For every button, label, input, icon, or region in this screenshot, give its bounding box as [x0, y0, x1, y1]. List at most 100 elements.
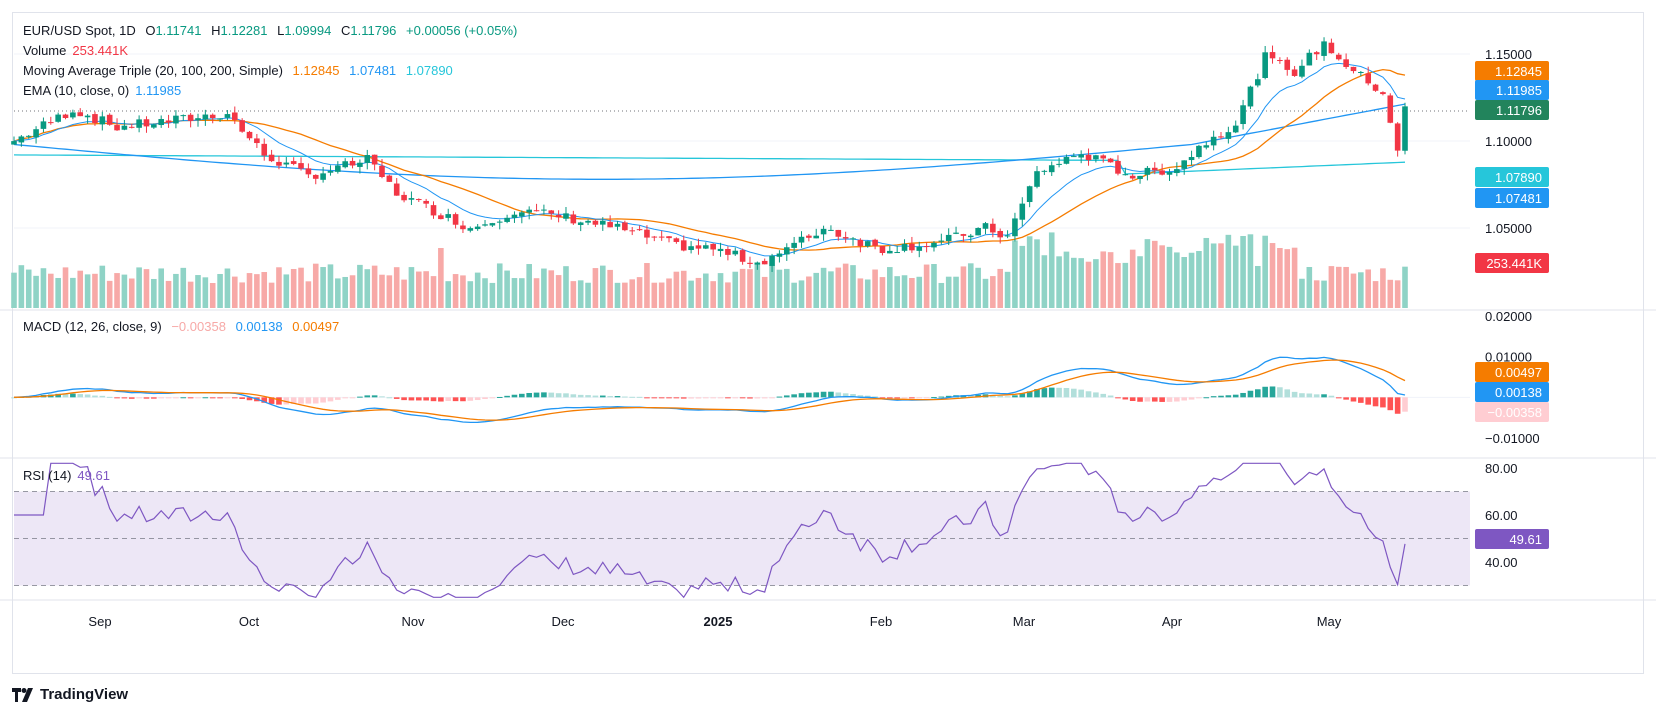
time-axis-label: Feb — [870, 614, 892, 629]
volume-bar — [901, 275, 908, 308]
ma-legend[interactable]: Moving Average Triple (20, 100, 200, Sim… — [23, 63, 453, 78]
macd-histogram-bar — [1335, 397, 1342, 399]
candle-body — [187, 114, 194, 121]
candle-body — [55, 114, 61, 122]
volume-legend[interactable]: Volume 253.441K — [23, 43, 129, 58]
candle-body — [798, 236, 805, 243]
volume-bar — [945, 276, 952, 308]
macd-histogram-bar — [1056, 387, 1062, 398]
candle-body — [1078, 154, 1084, 158]
volume-bar — [857, 278, 864, 308]
macd-histogram-bar — [599, 395, 606, 398]
candle-body — [438, 215, 444, 220]
candle-body — [614, 223, 621, 227]
volume-bar — [879, 277, 886, 308]
candle-body — [283, 162, 290, 165]
volume-bar — [548, 270, 555, 308]
macd-histogram-bar — [1350, 397, 1357, 402]
candle-body — [769, 255, 775, 266]
ema-legend[interactable]: EMA (10, close, 0) 1.11985 — [23, 83, 182, 98]
volume-bar — [1012, 240, 1018, 308]
ma100-badge — [1475, 188, 1549, 208]
candle-body — [599, 220, 606, 225]
macd-histogram-bar — [327, 397, 334, 402]
volume-bar — [1269, 243, 1276, 308]
candle-body — [747, 262, 753, 264]
volume-bar — [290, 268, 297, 308]
macd-histogram-bar — [541, 392, 547, 398]
candle-body — [511, 214, 518, 218]
macd-histogram-bar — [688, 397, 694, 399]
volume-bar — [1328, 266, 1335, 308]
candle-body — [224, 114, 231, 118]
macd-histogram-bar — [931, 397, 937, 399]
candle-body — [1196, 145, 1202, 158]
macd-legend[interactable]: MACD (12, 26, close, 9) −0.00358 0.00138… — [23, 319, 340, 334]
rsi-legend[interactable]: RSI (14) 49.61 — [23, 468, 110, 483]
candle-body — [1026, 186, 1033, 203]
volume-bar — [504, 270, 510, 308]
volume-bar — [489, 282, 496, 308]
volume-bar — [967, 263, 974, 308]
high-value: 1.12281 — [220, 23, 268, 38]
volume-bar — [231, 276, 238, 308]
volume-bar — [1321, 280, 1327, 308]
volume-bar — [806, 276, 812, 308]
candle-body — [114, 125, 120, 131]
macd-histogram-bar — [1078, 389, 1084, 398]
volume-bar — [1225, 234, 1232, 308]
candle-body — [92, 114, 98, 124]
candle-body — [519, 212, 525, 217]
macd-histogram-bar — [1328, 395, 1335, 398]
volume-bar — [658, 282, 665, 308]
close-value: 1.11796 — [350, 23, 397, 38]
candle-body — [165, 120, 172, 123]
volume-bar — [872, 269, 878, 308]
volume-bar — [1063, 251, 1070, 308]
volume-bar — [209, 282, 216, 308]
volume-bar — [239, 282, 245, 308]
macd-histogram-bar — [231, 397, 238, 399]
candle-body — [658, 236, 665, 238]
ma20-line — [13, 68, 1406, 251]
macd-histogram-bar — [1026, 391, 1033, 398]
macd-histogram-bar — [1277, 387, 1283, 398]
macd-histogram-bar — [496, 396, 503, 398]
candle-body — [909, 243, 915, 251]
candle-body — [806, 235, 812, 238]
price-axis-label: 1.10000 — [1485, 134, 1532, 149]
macd-histogram-bar — [857, 395, 864, 398]
volume-bar — [1078, 258, 1084, 308]
ma20-value: 1.12845 — [292, 63, 340, 78]
volume-bar — [673, 271, 680, 308]
candle-body — [62, 114, 69, 119]
macd-histogram-bar — [607, 396, 613, 398]
candle-body — [408, 198, 415, 200]
macd-histogram-bar — [202, 397, 209, 399]
rsi-badge-text: 49.61 — [1509, 532, 1542, 547]
candle-body — [629, 230, 636, 232]
macd-histogram-bar — [894, 397, 900, 399]
candle-body — [1093, 155, 1099, 160]
symbol-title[interactable]: EUR/USD Spot, 1D — [23, 23, 136, 38]
macd-histogram-bar — [1387, 397, 1394, 411]
candle-body — [239, 120, 245, 132]
volume-bar — [62, 267, 69, 308]
tradingview-logo[interactable]: TradingView — [12, 686, 128, 703]
ema-value: 1.11985 — [135, 83, 182, 98]
volume-bar — [519, 278, 525, 308]
volume-bar — [25, 269, 32, 308]
macd-histogram-bar — [585, 395, 591, 398]
volume-bar — [327, 264, 334, 308]
volume-bar — [283, 274, 290, 308]
macd-histogram-bar — [717, 397, 724, 399]
volume-bar — [173, 273, 179, 308]
rsi-axis-label: 40.00 — [1485, 555, 1518, 570]
macd-histogram-bar — [268, 397, 275, 404]
volume-bar — [1277, 248, 1283, 308]
macd-histogram-bar — [70, 393, 76, 398]
candle-body — [1034, 171, 1040, 187]
candle-body — [1380, 92, 1386, 95]
candle-body — [990, 223, 996, 233]
